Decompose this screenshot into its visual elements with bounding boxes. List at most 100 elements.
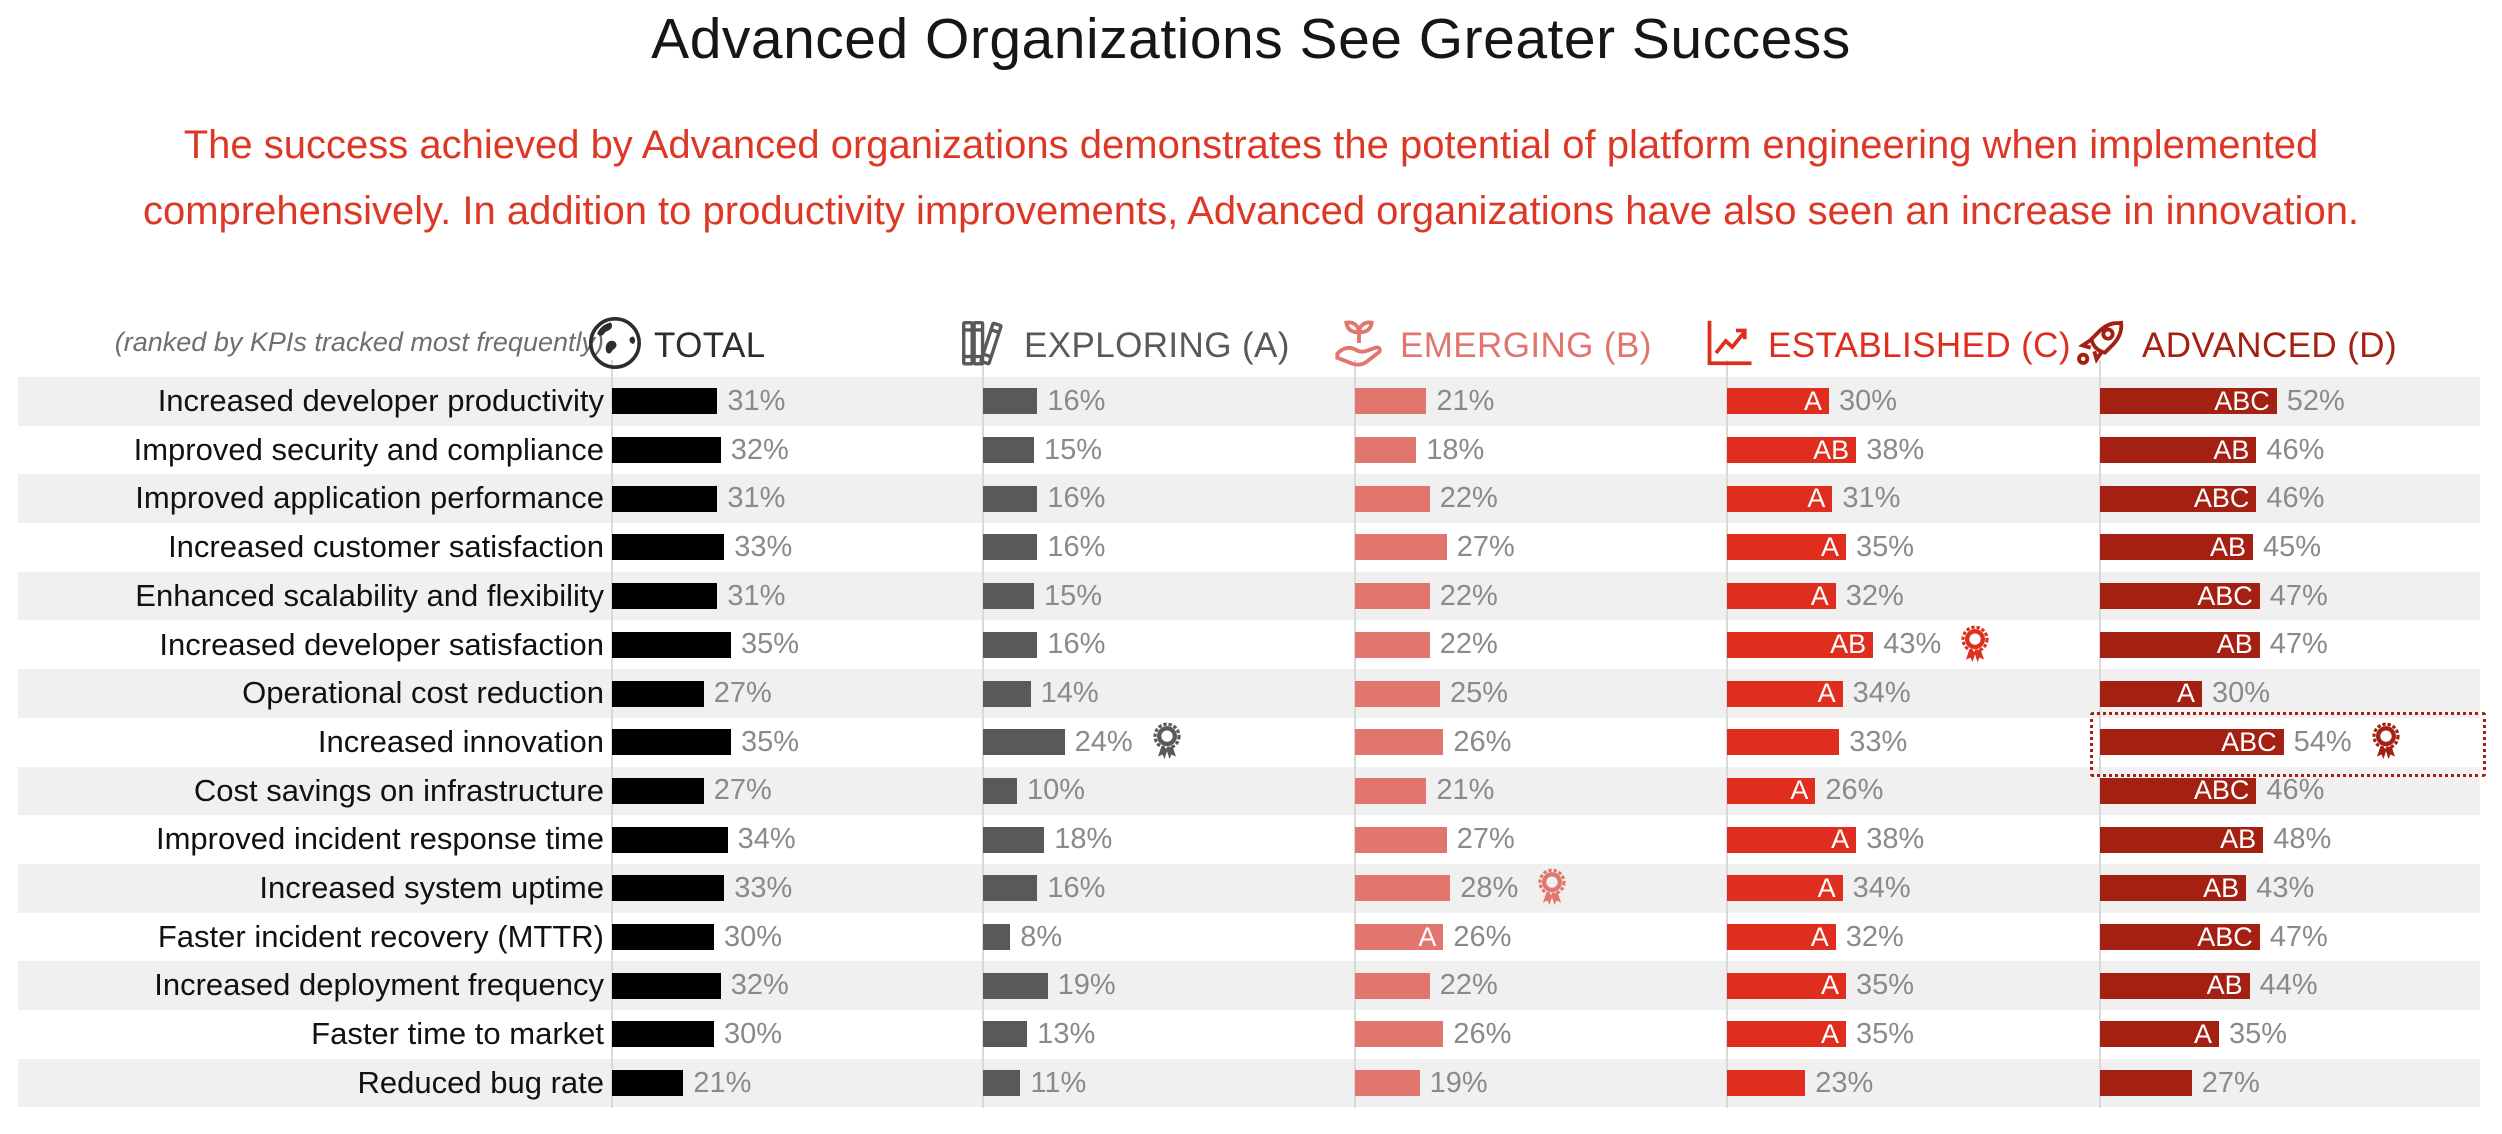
bar-total: [612, 388, 718, 415]
bar-value: 35%: [1856, 969, 1915, 1002]
bar-letter: AB: [2206, 970, 2243, 1001]
bar-group-emerging: 19%: [1355, 1068, 1488, 1097]
bar-group-advanced: AB 48%: [2100, 823, 2332, 856]
bar-value: 35%: [741, 628, 800, 661]
column-header-label: EXPLORING (A): [1024, 326, 1290, 365]
bar-value: 38%: [1866, 433, 1925, 466]
bar-exploring: [983, 972, 1048, 999]
bar-value: 46%: [2266, 482, 2325, 515]
kpi-label: Increased system uptime: [259, 870, 604, 905]
bar-group-emerging: 26%: [1355, 727, 1511, 756]
bar-group-total: 33%: [612, 873, 792, 902]
bar-group-established: A 31%: [1727, 483, 1900, 514]
bar-established: A: [1727, 387, 1829, 415]
bar-advanced: ABC: [2100, 582, 2260, 610]
bar-group-emerging: 22%: [1355, 971, 1498, 1000]
bar-value: 31%: [727, 482, 786, 515]
bar-value: 32%: [1845, 920, 1904, 953]
bar-group-exploring: 16%: [983, 386, 1105, 415]
kpi-row-band: [18, 425, 2480, 475]
bar-value: 48%: [2273, 823, 2332, 856]
bar-total: [612, 1070, 684, 1097]
bar-value: 28%: [1460, 871, 1519, 904]
bar-value: 47%: [2269, 579, 2328, 612]
bar-group-established: A 34%: [1727, 873, 1911, 902]
bar-advanced: ABC: [2100, 921, 2260, 952]
bar-value: 43%: [2256, 871, 2315, 904]
bar-established: A: [1727, 777, 1816, 804]
bar-value: 30%: [1839, 384, 1898, 417]
bar-value: 35%: [2229, 1017, 2288, 1050]
bar-value: 34%: [1852, 677, 1911, 710]
bar-group-total: 32%: [612, 971, 789, 1000]
bar-value: 43%: [1883, 628, 1942, 661]
bar-value: 31%: [727, 579, 786, 612]
kpi-row-band: [18, 1010, 2480, 1059]
bar-total: [612, 1021, 714, 1048]
bar-advanced: A: [2100, 678, 2202, 709]
kpi-label: Cost savings on infrastructure: [193, 772, 604, 808]
bar-value: 38%: [1866, 823, 1925, 856]
bar-emerging: [1355, 437, 1417, 464]
bar-value: 16%: [1047, 530, 1106, 563]
bar-value: 21%: [1436, 384, 1495, 417]
bar-value: 27%: [1456, 530, 1515, 563]
kpi-row-band: [18, 1058, 2480, 1108]
bar-letter: A: [1807, 483, 1826, 514]
award-ribbon-icon: [1955, 623, 1995, 667]
bar-group-emerging: 26%: [1355, 1019, 1511, 1048]
bar-exploring: [983, 583, 1034, 610]
bar-group-emerging: 28%: [1355, 868, 1572, 906]
bar-established: A: [1727, 531, 1846, 562]
kpi-label: Operational cost reduction: [242, 675, 604, 711]
bar-emerging: [1355, 388, 1427, 415]
bar-letter: ABC: [2197, 921, 2253, 952]
bar-letter: A: [1810, 580, 1829, 611]
bar-group-emerging: 27%: [1355, 825, 1515, 854]
bar-value: 16%: [1047, 628, 1106, 661]
bar-exploring: [983, 1070, 1021, 1097]
bar-established: A: [1727, 923, 1836, 951]
bar-value: 16%: [1047, 871, 1106, 904]
bar-exploring: [983, 437, 1034, 464]
bar-exploring: [983, 631, 1038, 658]
bar-exploring: [983, 680, 1031, 707]
bar-group-total: 31%: [612, 386, 785, 415]
kpi-label: Improved incident response time: [155, 821, 604, 857]
bar-value: 8%: [1020, 920, 1063, 953]
bar-advanced: ABC: [2100, 387, 2277, 415]
bar-letter: ABC: [2193, 775, 2250, 806]
bar-total: [612, 826, 728, 853]
bar-established: A: [1727, 972, 1846, 999]
bar-emerging: [1355, 729, 1444, 756]
bar-total: [612, 924, 714, 951]
bar-emerging: [1355, 826, 1447, 853]
bar-group-total: 30%: [612, 1019, 782, 1048]
bar-advanced: AB: [2100, 970, 2250, 1001]
bar-group-advanced: ABC 46%: [2100, 482, 2325, 515]
award-ribbon-icon: [1147, 720, 1187, 764]
trend-chart-icon: [1698, 312, 1758, 372]
bar-group-exploring: 15%: [983, 581, 1102, 610]
bar-exploring: [983, 534, 1038, 561]
bar-advanced: AB: [2100, 826, 2264, 853]
bar-emerging: [1355, 631, 1430, 658]
bar-emerging: [1355, 1070, 1420, 1097]
subtitle-line-1: The success achieved by Advanced organiz…: [183, 123, 2319, 167]
bar-group-emerging: 18%: [1355, 435, 1484, 464]
bar-established: AB: [1727, 631, 1874, 658]
bar-value: 15%: [1044, 433, 1103, 466]
bar-letter: A: [2176, 678, 2195, 709]
bar-total: [612, 972, 721, 999]
bar-value: 22%: [1439, 628, 1498, 661]
bar-group-advanced: 27%: [2100, 1068, 2260, 1097]
rank-note: (ranked by KPIs tracked most frequently): [114, 327, 604, 357]
bar-established: A: [1727, 680, 1843, 707]
bar-group-exploring: 10%: [983, 776, 1085, 805]
bar-letter: A: [1820, 531, 1839, 562]
bar-value: 24%: [1074, 725, 1133, 758]
bar-established: A: [1727, 826, 1857, 853]
kpi-row-band: [18, 864, 2480, 913]
bar-group-emerging: 22%: [1355, 628, 1498, 661]
bar-exploring: [983, 388, 1038, 415]
